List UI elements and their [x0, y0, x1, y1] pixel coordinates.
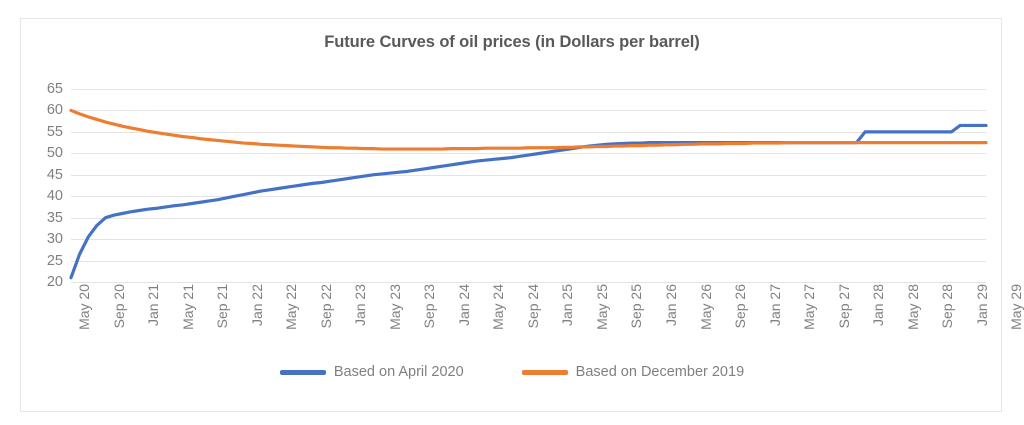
gridline: [71, 217, 986, 219]
y-axis-tick-label: 45: [46, 166, 63, 183]
gridline: [71, 110, 986, 112]
chart-container: Future Curves of oil prices (in Dollars …: [20, 18, 1024, 412]
y-axis-tick-label: 25: [46, 252, 63, 269]
x-axis-tick-label: May 29: [1008, 284, 1024, 330]
y-axis-tick-label: 35: [46, 209, 63, 226]
x-axis-tick-label: May 27: [801, 284, 818, 330]
y-axis-tick-label: 30: [46, 231, 63, 248]
plot-area: 20 25 30 35 40 45 50 55 60 65: [47, 81, 988, 290]
x-axis-tick-label: Jan 29: [973, 284, 990, 327]
gridline: [71, 89, 986, 90]
x-axis-tick-label: Sep 22: [317, 284, 334, 329]
series-lines: [69, 108, 988, 280]
series-line: [69, 108, 988, 151]
legend-label: Based on April 2020: [333, 364, 464, 380]
x-axis-tick-label: Sep 24: [524, 284, 541, 329]
x-axis-tick-label: Jan 27: [766, 284, 783, 327]
x-axis-tick-label: Sep 23: [421, 284, 438, 329]
legend-item[interactable]: Based on April 2020: [279, 364, 464, 380]
x-axis-tick-label: May 20: [76, 284, 92, 330]
x-axis-tick-label: Jan 25: [559, 284, 576, 327]
x-axis-tick-label: May 24: [490, 284, 507, 330]
x-axis-tick-label: Sep 27: [835, 284, 852, 329]
legend-item[interactable]: Based on December 2019: [521, 364, 745, 380]
x-axis-tick-label: Jan 22: [248, 284, 265, 327]
x-axis-tick-label: Sep 20: [110, 284, 127, 329]
x-axis-tick-label: Sep 26: [732, 284, 749, 329]
x-axis-tick-label: May 25: [593, 284, 610, 330]
gridline: [71, 239, 986, 241]
x-axis-labels: May 20 Sep 20 Jan 21 May 21 Sep 21 Jan 22 May …: [71, 284, 1024, 354]
legend-color-swatch: [521, 369, 568, 375]
y-axis-tick-label: 60: [46, 102, 63, 119]
y-axis-tick-label: 20: [46, 274, 63, 290]
x-axis-tick-label: Jan 24: [455, 284, 472, 327]
gridline: [71, 196, 986, 198]
x-axis-tick-label: Jan 28: [870, 284, 887, 327]
gridline: [71, 260, 986, 262]
legend-label: Based on December 2019: [575, 364, 745, 380]
x-axis-tick-label: Jan 26: [662, 284, 679, 327]
y-axis-tick-label: 55: [46, 123, 63, 140]
y-axis-tick-label: 40: [46, 188, 63, 205]
x-axis-tick-label: May 22: [283, 284, 300, 330]
legend-color-swatch: [279, 369, 326, 375]
gridline: [71, 131, 986, 133]
x-axis-tick-label: Jan 21: [145, 284, 162, 327]
y-axis-tick-label: 50: [46, 145, 63, 162]
gridline: [71, 174, 986, 176]
x-axis-tick-label: Sep 21: [214, 284, 231, 329]
chart-title: Future Curves of oil prices (in Dollars …: [324, 33, 700, 51]
x-axis-tick-label: Sep 25: [628, 284, 645, 329]
x-axis-tick-label: Sep 28: [939, 284, 956, 329]
gridline: [71, 282, 986, 283]
x-axis-tick-label: May 26: [697, 284, 714, 330]
x-axis-tick-label: May 21: [179, 284, 196, 330]
x-axis-tick-label: May 28: [904, 284, 921, 330]
y-axis-tick-label: 65: [46, 81, 63, 97]
x-axis-tick-label: May 23: [386, 284, 403, 330]
chart-legend: Based on April 2020 Based on December 201…: [21, 364, 1003, 380]
x-axis-tick-label: Jan 23: [352, 284, 369, 327]
